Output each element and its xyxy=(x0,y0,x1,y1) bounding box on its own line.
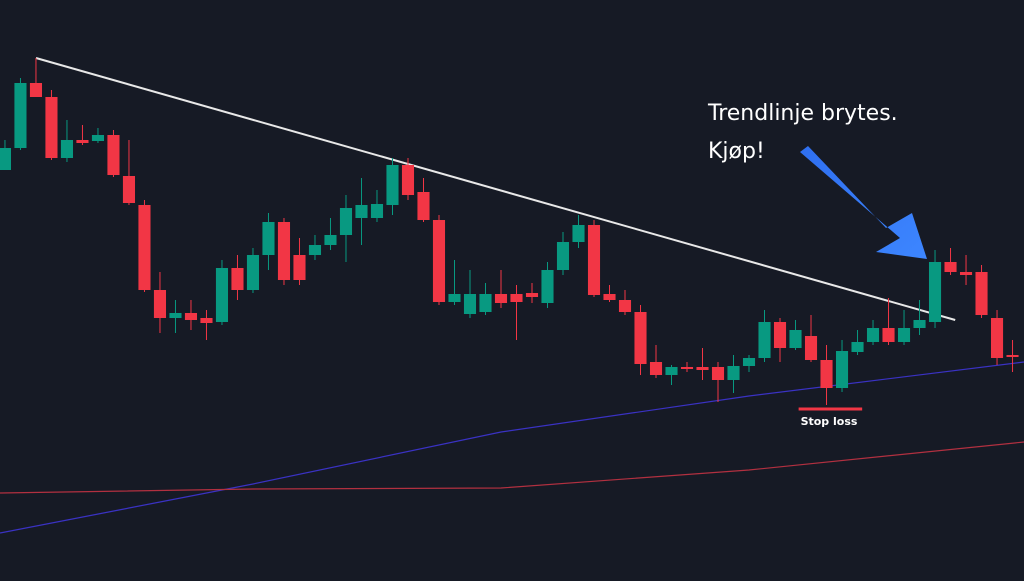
candle-body xyxy=(463,294,477,314)
candle-body xyxy=(680,367,694,369)
candle-body xyxy=(866,328,880,342)
candle-body xyxy=(262,222,275,255)
annotation-arrow xyxy=(800,146,927,259)
candle-body xyxy=(820,360,833,388)
candles xyxy=(0,58,1019,405)
candle-body xyxy=(587,225,601,295)
candle-body xyxy=(231,268,244,290)
candle-body xyxy=(618,300,632,312)
candle-body xyxy=(525,293,539,297)
candle-body xyxy=(882,328,895,342)
candle-body xyxy=(184,313,198,320)
candle-body xyxy=(572,225,585,242)
candle-body xyxy=(928,262,942,322)
annotation-text: Trendlinje brytes. xyxy=(707,101,898,126)
candle-body xyxy=(386,165,399,205)
candle-body xyxy=(727,366,740,380)
candle-body xyxy=(122,176,136,203)
candle-body xyxy=(556,242,570,270)
candle-body xyxy=(432,220,446,302)
candle-body xyxy=(913,320,926,328)
annotation-text: Kjøp! xyxy=(708,139,765,164)
candle-body xyxy=(603,294,616,300)
candle-body xyxy=(696,367,709,370)
candle-body xyxy=(417,192,430,220)
candle-body xyxy=(742,358,756,366)
candle-body xyxy=(355,205,368,218)
candle-body xyxy=(510,294,523,302)
candle-body xyxy=(29,83,43,97)
candle-body xyxy=(308,245,322,255)
lines xyxy=(0,57,1024,534)
candle-body xyxy=(246,255,260,290)
candle-body xyxy=(0,148,12,170)
candle-body xyxy=(959,272,973,275)
candle-body xyxy=(1006,355,1019,357)
candle-body xyxy=(293,255,306,280)
candle-body xyxy=(835,351,849,388)
candle-body xyxy=(758,322,771,358)
candle-body xyxy=(91,135,105,141)
candle-body xyxy=(277,222,291,280)
candle-body xyxy=(107,135,120,175)
candle-body xyxy=(45,97,58,158)
candle-body xyxy=(665,367,678,375)
candle-body xyxy=(541,270,554,303)
candle-body xyxy=(169,313,182,318)
candle-body xyxy=(200,318,213,323)
candle-body xyxy=(324,235,337,245)
candle-body xyxy=(339,208,353,235)
candle-body xyxy=(804,336,818,360)
stop-loss-label: Stop loss xyxy=(801,415,858,428)
candle-body xyxy=(153,290,167,318)
candle-body xyxy=(138,205,151,290)
candle-body xyxy=(851,342,864,352)
candle-body xyxy=(401,165,415,195)
candle-body xyxy=(634,312,647,364)
candle-body xyxy=(789,330,802,348)
candle-body xyxy=(649,362,663,375)
candle-body xyxy=(215,268,229,322)
moving-average xyxy=(0,441,1024,494)
candle-body xyxy=(76,140,89,143)
candle-body xyxy=(370,204,384,218)
candle-body xyxy=(60,140,74,158)
candle-body xyxy=(479,294,492,312)
candle-body xyxy=(944,262,957,272)
candle-body xyxy=(14,83,27,148)
candle-body xyxy=(975,272,988,315)
candle-body xyxy=(990,318,1004,358)
candle-body xyxy=(448,294,461,302)
candle-body xyxy=(711,367,725,380)
candle-body xyxy=(773,322,787,348)
candle-body xyxy=(897,328,911,342)
candle-body xyxy=(494,294,508,303)
trendline xyxy=(35,57,956,321)
